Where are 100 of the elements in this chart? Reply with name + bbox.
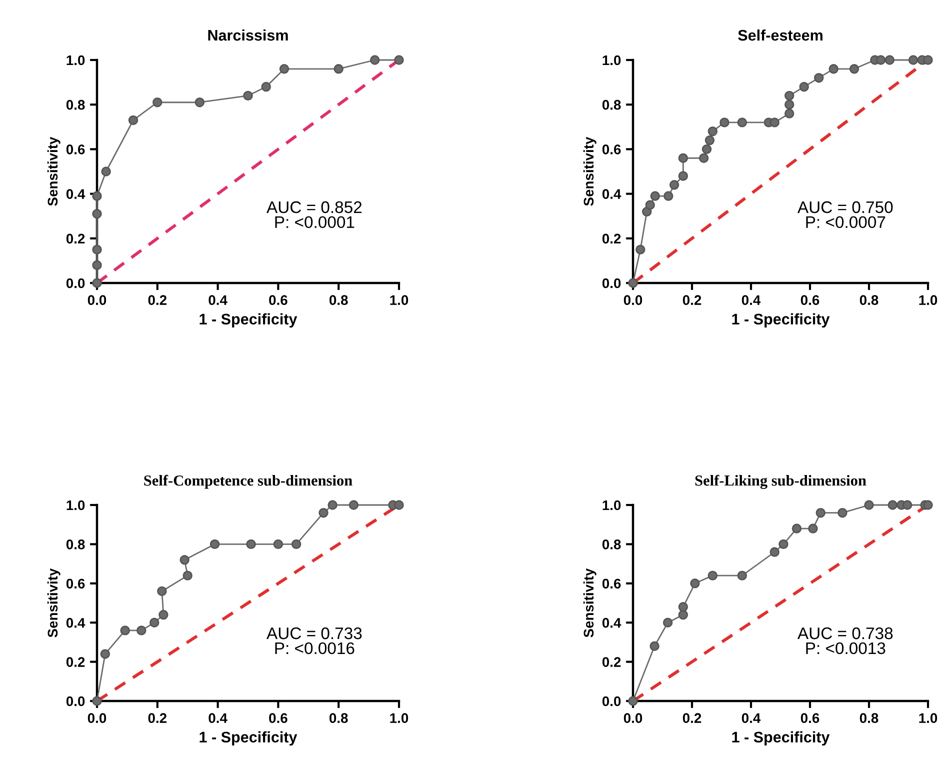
point: [770, 547, 780, 557]
point: [136, 626, 146, 636]
y-tick-label: 1.0: [66, 55, 85, 66]
chart-title: Self-esteem: [738, 29, 822, 41]
annotation: AUC = 0.750 P: <0.0007: [797, 201, 893, 228]
point: [120, 626, 130, 636]
point: [273, 539, 284, 550]
y-tick-label: 0.4: [66, 189, 86, 199]
point: [816, 508, 826, 518]
point: [261, 82, 271, 92]
point: [923, 500, 933, 510]
point: [838, 508, 848, 518]
point: [650, 641, 660, 651]
x-tick-label: 0.2: [682, 295, 702, 306]
point: [669, 180, 680, 190]
x-tick-label: 0.6: [800, 295, 820, 306]
point: [784, 90, 794, 101]
x-axis-title: 1 - Specificity: [200, 313, 298, 328]
point: [279, 64, 290, 74]
point: [150, 618, 160, 628]
y-tick-label: 0.0: [66, 278, 85, 288]
y-tick-label: 0.2: [66, 657, 85, 667]
chart-title: Self-Competence sub-dimension: [144, 474, 352, 489]
point: [291, 539, 302, 550]
point: [678, 602, 688, 612]
x-tick-label: 1.0: [390, 713, 408, 724]
point: [784, 100, 794, 110]
x-axis-title: 1 - Specificity: [732, 313, 830, 328]
point: [348, 500, 359, 510]
point: [923, 55, 933, 65]
point: [243, 90, 253, 101]
point: [318, 508, 328, 518]
x-tick-label: 0.4: [208, 713, 228, 724]
point: [708, 126, 718, 136]
x-tick-label: 1.0: [919, 713, 938, 724]
y-tick-label: 0.6: [66, 578, 85, 589]
point: [778, 539, 788, 550]
point: [698, 153, 709, 163]
y-axis-title: Sensitivity: [583, 136, 596, 206]
y-tick-label: 0.6: [602, 578, 621, 589]
point: [884, 55, 895, 65]
point: [334, 64, 344, 74]
x-tick-label: 0.0: [88, 713, 106, 724]
y-axis-title: Sensitivity: [47, 136, 60, 206]
y-tick-label: 0.6: [602, 144, 621, 154]
x-tick-label: 0.4: [742, 713, 761, 724]
point: [182, 570, 192, 580]
annotation: AUC = 0.738 P: <0.0013: [797, 627, 893, 654]
chart-title: Narcissism: [208, 29, 288, 41]
point: [394, 55, 404, 65]
x-tick-label: 1.0: [390, 295, 408, 306]
point: [902, 500, 912, 510]
y-tick-label: 0.4: [602, 189, 622, 199]
point: [92, 260, 102, 270]
point: [864, 500, 874, 510]
x-tick-label: 0.6: [269, 295, 288, 306]
x-tick-label: 0.4: [208, 295, 228, 306]
point: [737, 570, 748, 580]
annotation: AUC = 0.852 P: <0.0001: [266, 201, 362, 228]
y-tick-label: 0.2: [66, 234, 85, 244]
point: [180, 555, 190, 565]
point: [636, 244, 646, 254]
x-axis-title: 1 - Specificity: [732, 731, 830, 746]
point: [152, 98, 162, 108]
y-tick-label: 0.0: [66, 696, 85, 706]
point: [100, 649, 110, 659]
point: [394, 500, 404, 510]
point: [101, 166, 111, 176]
x-tick-label: 0.0: [624, 713, 642, 724]
y-tick-label: 0.4: [602, 618, 622, 628]
point: [662, 618, 673, 628]
point: [210, 539, 220, 550]
y-tick-label: 0.2: [602, 657, 621, 667]
y-tick-label: 0.8: [602, 100, 621, 110]
x-tick-label: 0.6: [269, 713, 288, 724]
point: [157, 586, 167, 596]
point: [678, 171, 688, 181]
point: [92, 244, 102, 254]
point: [876, 55, 886, 65]
y-tick-label: 0.8: [66, 100, 85, 110]
point: [704, 135, 715, 146]
x-tick-label: 1.0: [919, 295, 938, 306]
point: [849, 64, 860, 74]
x-tick-label: 0.8: [860, 295, 878, 306]
x-tick-label: 0.2: [148, 295, 166, 306]
x-tick-label: 0.0: [88, 295, 106, 306]
y-tick-label: 0.0: [602, 696, 621, 706]
y-tick-label: 0.6: [66, 144, 85, 154]
y-tick-label: 0.0: [602, 278, 621, 288]
point: [678, 610, 688, 620]
point: [737, 118, 748, 128]
x-tick-label: 0.8: [329, 713, 348, 724]
point: [808, 524, 818, 534]
point: [720, 118, 730, 128]
point: [246, 539, 256, 550]
y-tick-label: 0.8: [66, 540, 85, 550]
y-tick-label: 1.0: [602, 500, 621, 510]
y-tick-label: 0.2: [602, 234, 621, 244]
point: [194, 98, 205, 108]
point: [828, 64, 838, 74]
